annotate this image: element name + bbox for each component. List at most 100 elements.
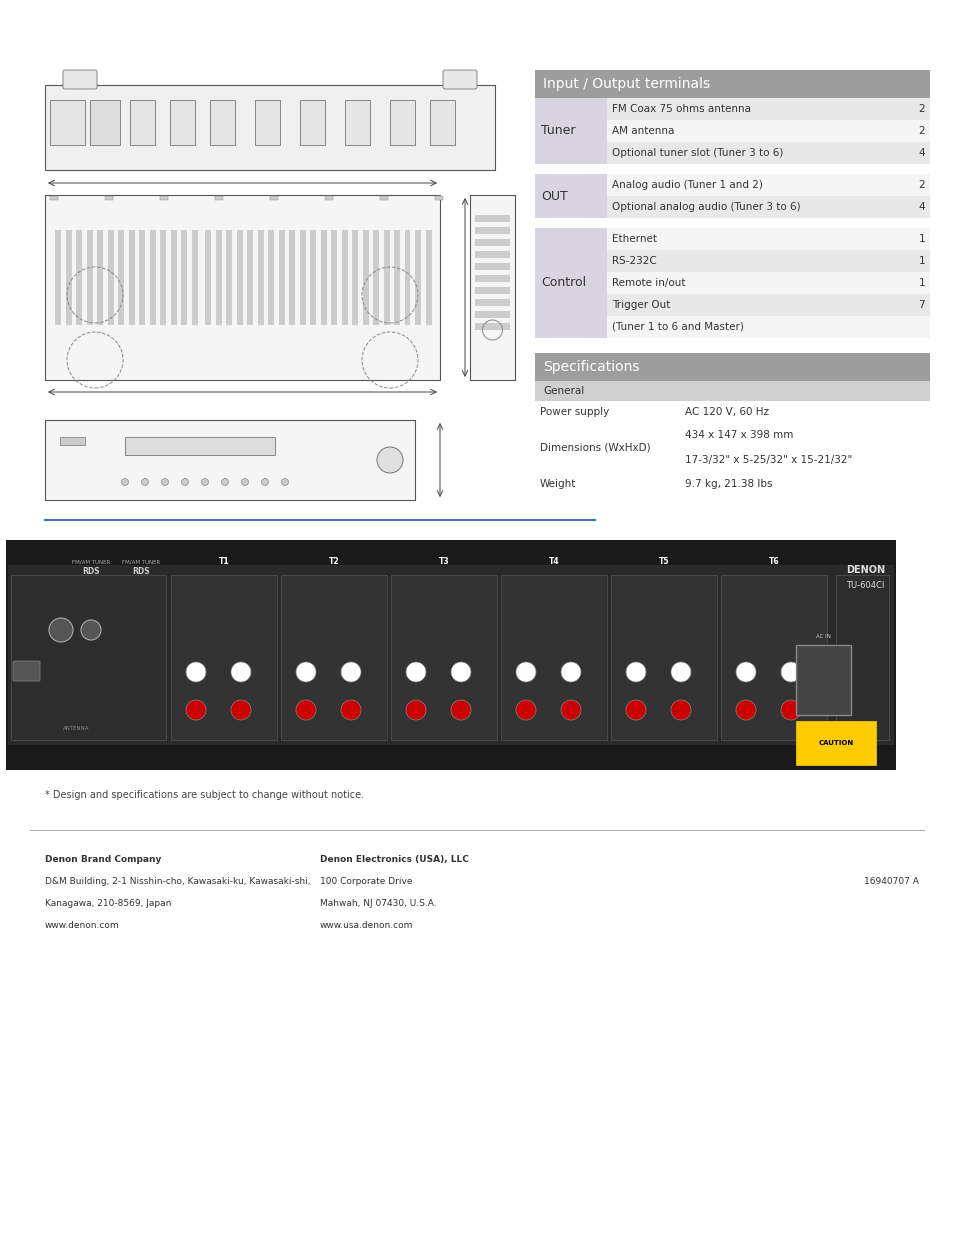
Bar [606, 294, 929, 316]
Bar [76, 230, 82, 325]
Circle shape [81, 620, 101, 640]
Bar [118, 230, 124, 325]
Bar [475, 251, 510, 258]
Text: Trigger Out: Trigger Out [612, 300, 670, 310]
Circle shape [451, 700, 471, 720]
Bar [254, 100, 280, 144]
Bar [129, 230, 134, 325]
Bar [475, 311, 510, 317]
Text: T2: T2 [329, 557, 339, 567]
Circle shape [186, 700, 206, 720]
Bar [415, 230, 420, 325]
Bar [391, 576, 497, 740]
Circle shape [231, 700, 251, 720]
Bar [475, 299, 510, 306]
Text: www.denon.com: www.denon.com [45, 921, 119, 930]
Circle shape [340, 700, 360, 720]
Text: Dimensions (WxHxD): Dimensions (WxHxD) [539, 443, 650, 453]
Bar [383, 230, 389, 325]
Bar [404, 230, 410, 325]
Bar [470, 195, 515, 380]
Bar [289, 230, 294, 325]
Text: 4: 4 [918, 148, 924, 158]
Circle shape [735, 662, 755, 682]
Bar [379, 196, 388, 200]
Circle shape [670, 662, 690, 682]
Bar [606, 316, 929, 338]
FancyBboxPatch shape [13, 661, 40, 680]
Text: Input / Output terminals: Input / Output terminals [542, 77, 709, 91]
Text: 7: 7 [918, 300, 924, 310]
Circle shape [406, 662, 426, 682]
Bar [281, 576, 387, 740]
Bar [795, 721, 875, 764]
Bar [606, 142, 929, 164]
Bar [60, 437, 85, 445]
Bar [535, 228, 606, 338]
Circle shape [406, 700, 426, 720]
Bar [139, 230, 145, 325]
Bar [8, 564, 893, 745]
Bar [278, 230, 284, 325]
Bar [130, 100, 154, 144]
Text: FM/AM TUNER: FM/AM TUNER [71, 559, 110, 564]
Circle shape [376, 447, 402, 473]
Bar [373, 230, 378, 325]
Circle shape [161, 478, 169, 485]
Bar [236, 230, 242, 325]
Circle shape [560, 700, 580, 720]
Text: 1: 1 [918, 278, 924, 288]
Bar [341, 230, 347, 325]
Bar [50, 100, 85, 144]
Text: 434 x 147 x 398 mm: 434 x 147 x 398 mm [684, 431, 793, 441]
Text: 2: 2 [918, 180, 924, 190]
Text: Kanagawa, 210-8569, Japan: Kanagawa, 210-8569, Japan [45, 899, 172, 908]
Bar [11, 576, 166, 740]
Text: T1: T1 [218, 557, 229, 567]
Circle shape [295, 662, 315, 682]
Text: Optional tuner slot (Tuner 3 to 6): Optional tuner slot (Tuner 3 to 6) [612, 148, 782, 158]
Circle shape [201, 478, 209, 485]
Circle shape [121, 478, 129, 485]
Text: RDS: RDS [82, 568, 100, 577]
Text: AC IN: AC IN [815, 635, 830, 640]
Circle shape [670, 700, 690, 720]
FancyBboxPatch shape [442, 70, 476, 89]
Circle shape [625, 662, 645, 682]
Bar [97, 230, 103, 325]
Bar [475, 215, 510, 222]
Bar [125, 437, 274, 454]
Bar [606, 272, 929, 294]
Text: Analog audio (Tuner 1 and 2): Analog audio (Tuner 1 and 2) [612, 180, 762, 190]
Circle shape [451, 662, 471, 682]
Text: www.usa.denon.com: www.usa.denon.com [319, 921, 413, 930]
Circle shape [735, 700, 755, 720]
Text: General: General [542, 387, 583, 396]
Bar [425, 230, 431, 325]
Text: Specifications: Specifications [542, 359, 639, 374]
Bar [257, 230, 263, 325]
Circle shape [340, 662, 360, 682]
Bar [45, 85, 495, 170]
Bar [610, 576, 717, 740]
Text: Optional analog audio (Tuner 3 to 6): Optional analog audio (Tuner 3 to 6) [612, 203, 800, 212]
Bar [606, 174, 929, 196]
Text: 1: 1 [918, 256, 924, 266]
Circle shape [281, 478, 288, 485]
Text: (Tuner 1 to 6 and Master): (Tuner 1 to 6 and Master) [612, 322, 743, 332]
Circle shape [186, 662, 206, 682]
Text: AM antenna: AM antenna [612, 126, 674, 136]
Circle shape [241, 478, 248, 485]
Text: Control: Control [540, 277, 585, 289]
Text: T3: T3 [438, 557, 449, 567]
Bar [45, 195, 439, 380]
Bar [345, 100, 370, 144]
Circle shape [781, 700, 801, 720]
Circle shape [221, 478, 229, 485]
Bar [352, 230, 357, 325]
Text: Power supply: Power supply [539, 408, 609, 417]
Bar [475, 287, 510, 294]
Bar [362, 230, 368, 325]
Bar [535, 98, 606, 164]
Text: * Design and specifications are subject to change without notice.: * Design and specifications are subject … [45, 790, 364, 800]
